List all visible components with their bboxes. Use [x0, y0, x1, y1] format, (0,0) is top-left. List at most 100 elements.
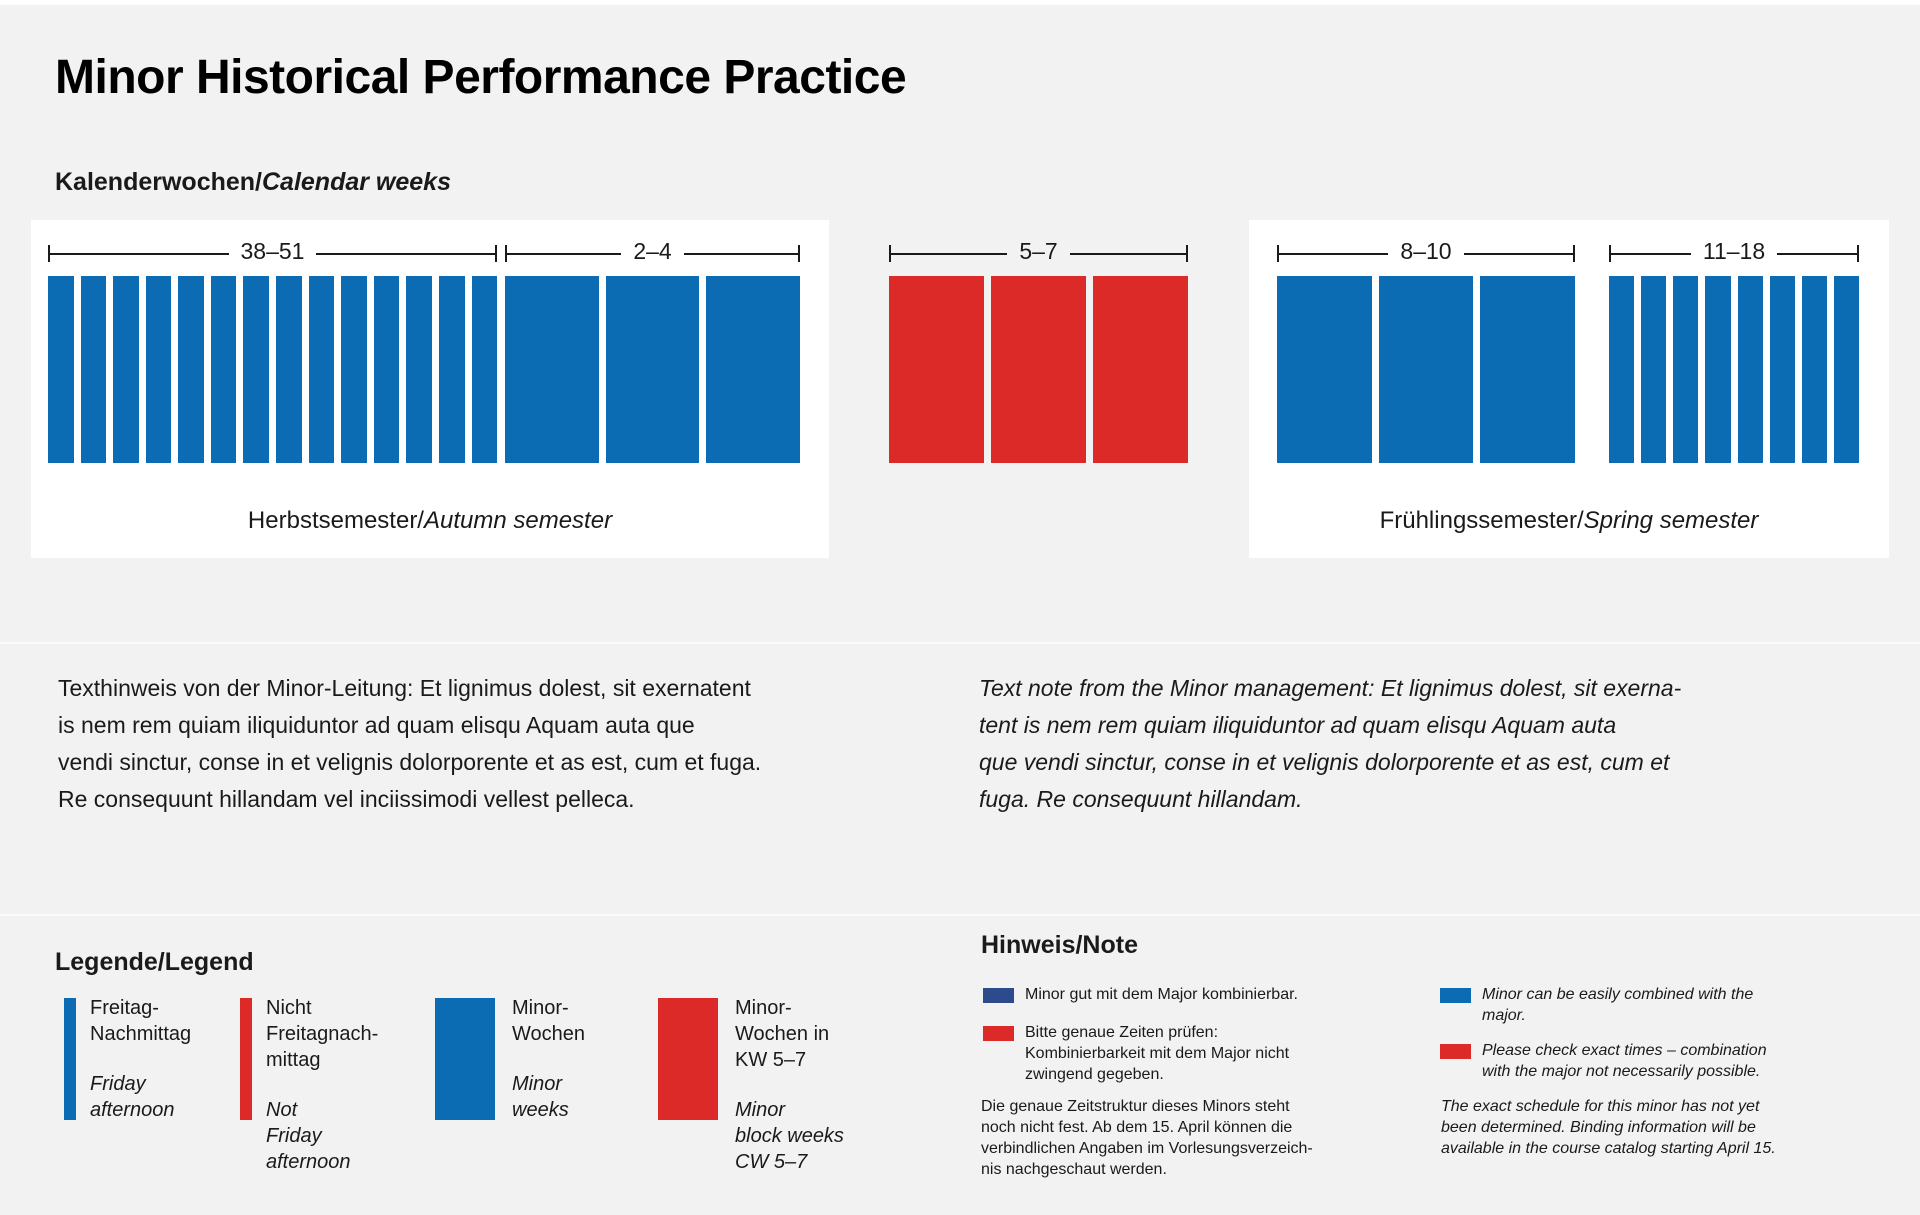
week-range-label: 2–4 [633, 238, 672, 264]
autumn-semester-label: Herbstsemester/Autumn semester [31, 506, 829, 536]
text-line: Minor gut mit dem Major kombinierbar. [1025, 986, 1298, 1003]
ruler-tick [1277, 245, 1279, 262]
text-line: Friday [266, 1125, 322, 1147]
text-line: Freitagnach- [266, 1023, 379, 1045]
text-line: Minor- [735, 997, 792, 1019]
week-bar [210, 276, 237, 463]
week-bar [471, 276, 498, 463]
text-line: Die genaue Zeitstruktur dieses Minors st… [981, 1098, 1290, 1115]
red-swatch-icon [983, 1026, 1014, 1041]
legend-text-minor-weeks: Minor- Wochen Minor weeks [512, 995, 585, 1123]
page-title: Minor Historical Performance Practice [55, 51, 907, 104]
week-bar [406, 276, 432, 463]
section-divider [0, 914, 1920, 916]
note-heading: Hinweis/Note [981, 931, 1138, 959]
ruler-weeks-8-10: 8–10 [1277, 238, 1576, 264]
week-bar [706, 276, 801, 463]
legend-swatch-not-friday-afternoon [240, 998, 252, 1120]
week-range-label: 8–10 [1400, 238, 1452, 264]
text-line: verbindlichen Angaben im Vorlesungsverze… [981, 1140, 1313, 1157]
note-bullet-en-check-times: Please check exact times – combination wi… [1440, 1040, 1767, 1082]
text-line: Friday [90, 1073, 146, 1095]
text-line: Wochen in [735, 1023, 830, 1045]
legend-swatch-minor-weeks [435, 998, 495, 1120]
legend-label-de: Minor- Wochen in KW 5–7 [735, 995, 844, 1073]
legend-label-en: Minor block weeks CW 5–7 [735, 1097, 844, 1175]
text-line: been determined. Binding information wil… [1441, 1119, 1756, 1136]
text-line: CW 5–7 [735, 1151, 808, 1173]
text-line: Nachmittag [90, 1023, 192, 1045]
text-line: is nem rem quiam iliquiduntor ad quam el… [58, 712, 695, 738]
note-bullet-de-check-times: Bitte genaue Zeiten prüfen: Kombinierbark… [983, 1022, 1289, 1085]
ruler-line [316, 252, 495, 255]
week-bar [1609, 276, 1635, 463]
week-bar [276, 276, 302, 463]
week-bar [1801, 276, 1827, 463]
note-bullet-en-combinable: Minor can be easily combined with the maj… [1440, 984, 1753, 1026]
spring-semester-label: Frühlingssemester/Spring semester [1249, 506, 1889, 536]
ruler-line [507, 252, 622, 255]
week-range-label: 5–7 [1019, 238, 1058, 264]
week-bar [889, 276, 984, 463]
week-bar [308, 276, 335, 463]
week-bar [505, 276, 599, 463]
ruler-tick [1857, 245, 1860, 262]
text-line: que vendi sinctur, conse in et velignis … [979, 749, 1670, 775]
ruler-tick [48, 245, 50, 262]
week-bar [1833, 276, 1859, 463]
management-note-english: Text note from the Minor management: Et … [979, 670, 1681, 818]
week-bar [145, 276, 172, 463]
week-bar [1378, 276, 1474, 463]
ruler-tick [1609, 245, 1611, 262]
week-bar [1673, 276, 1699, 463]
text-line: nis nachgeschaut werden. [981, 1161, 1167, 1178]
text-line: zwingend gegeben. [1025, 1066, 1164, 1083]
spring-semester-label-en: Spring semester [1583, 507, 1759, 534]
note-bullet-de-combinable: Minor gut mit dem Major kombinierbar. [983, 984, 1298, 1005]
text-line: Not [266, 1099, 298, 1121]
text-line: afternoon [90, 1099, 175, 1121]
week-bar [1093, 276, 1188, 463]
week-bars-8-10 [1277, 276, 1576, 463]
ruler-line [1611, 252, 1691, 255]
ruler-tick [889, 245, 891, 262]
week-bars-38-51 [48, 276, 498, 463]
text-line: Please check exact times – combination [1482, 1042, 1767, 1059]
ruler-tick [1186, 245, 1188, 262]
note-bullet-text: Please check exact times – combination wi… [1482, 1040, 1767, 1082]
ruler-tick [1573, 245, 1576, 262]
week-bar [605, 276, 700, 463]
week-bar [80, 276, 107, 463]
note-paragraph-english: The exact schedule for this minor has no… [1441, 1096, 1776, 1159]
text-line: Text note from the Minor management: Et … [979, 675, 1682, 701]
week-bar [1705, 276, 1731, 463]
text-line: Minor- [512, 997, 569, 1019]
spring-semester-label-de: Frühlingssemester/ [1379, 507, 1584, 534]
ruler-line [1279, 252, 1389, 255]
calendar-weeks-label: Kalenderwochen/Calendar weeks [55, 168, 451, 197]
text-line: mittag [266, 1049, 321, 1071]
text-line: KW 5–7 [735, 1049, 807, 1071]
text-line: Freitag- [90, 997, 159, 1019]
week-bars-11-18 [1609, 276, 1859, 463]
text-line: vendi sinctur, conse in et velignis dolo… [58, 749, 762, 775]
text-line: weeks [512, 1099, 569, 1121]
legend-label-en: Minor weeks [512, 1071, 585, 1123]
text-line: tent is nem rem quiam iliquiduntor ad qu… [979, 712, 1617, 738]
text-line: Minor [735, 1099, 786, 1121]
week-bar [1641, 276, 1667, 463]
week-bar [1277, 276, 1372, 463]
week-bar [1480, 276, 1576, 463]
week-bars-2-4 [505, 276, 801, 463]
week-bars-5-7 [889, 276, 1188, 463]
text-line: fuga. Re consequunt hillandam. [979, 786, 1303, 812]
text-line: Minor [512, 1073, 563, 1095]
week-bar [373, 276, 400, 463]
ruler-line [891, 252, 1008, 255]
week-bar [438, 276, 465, 463]
ruler-weeks-11-18: 11–18 [1609, 240, 1860, 263]
text-line: The exact schedule for this minor has no… [1441, 1098, 1760, 1115]
text-line: afternoon [266, 1151, 351, 1173]
legend-heading: Legende/Legend [55, 948, 254, 976]
week-bar [1737, 276, 1763, 463]
